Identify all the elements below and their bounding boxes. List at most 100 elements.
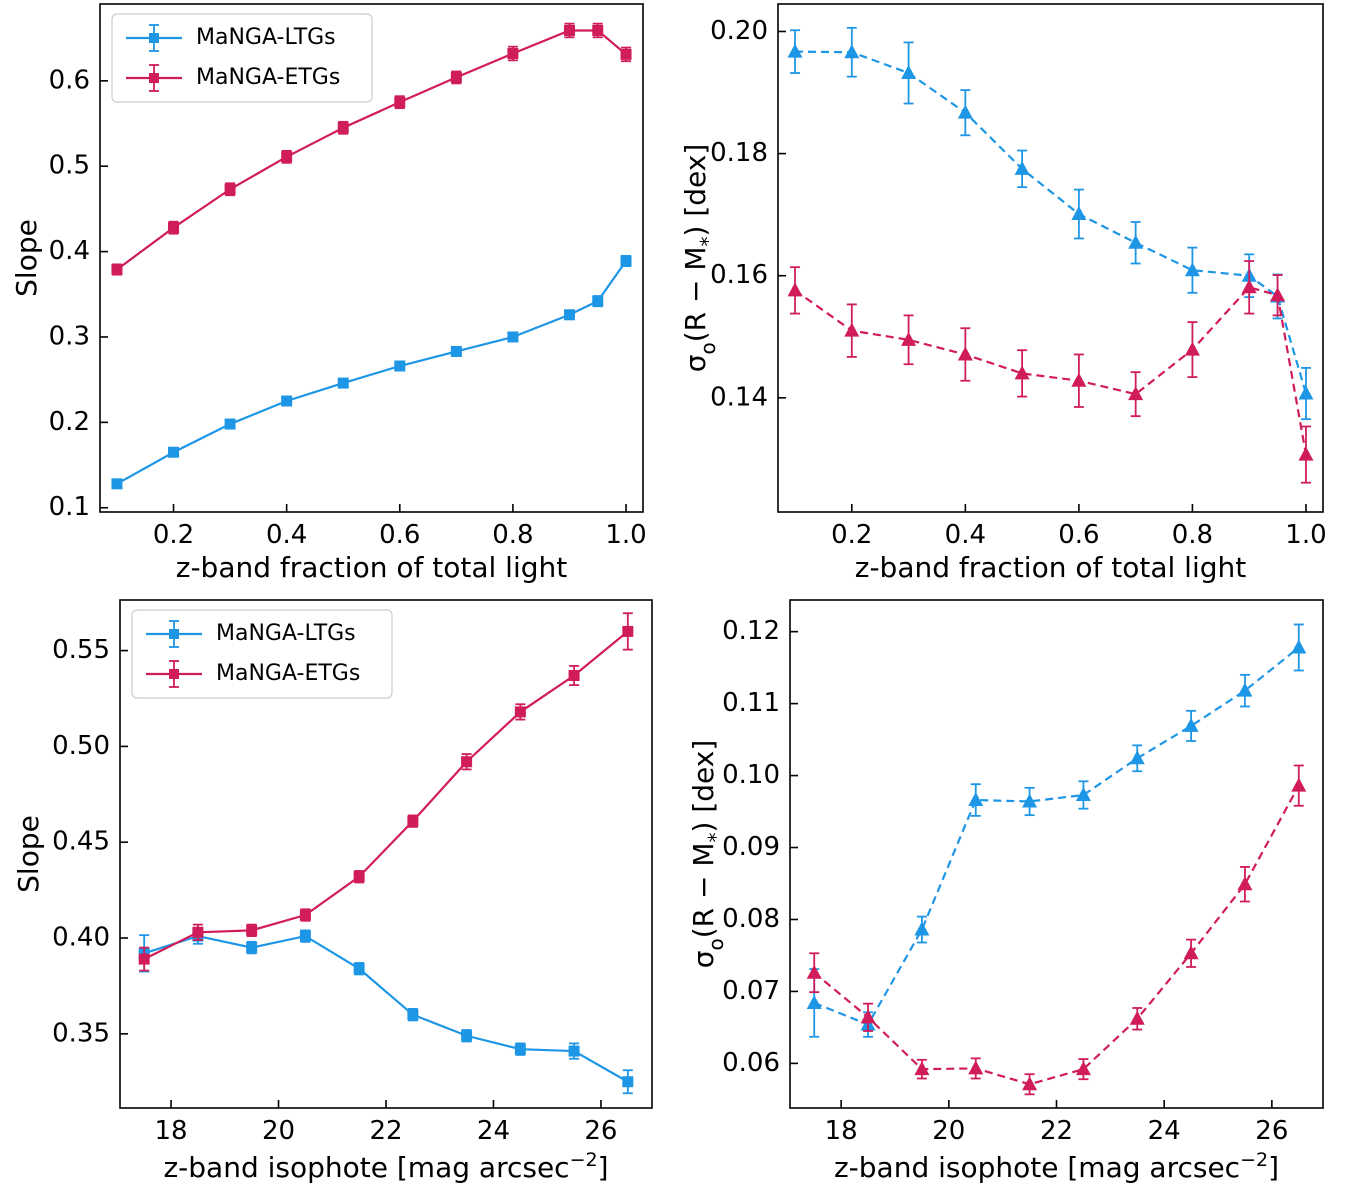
x-tick-label: 22 xyxy=(369,1116,402,1146)
data-point xyxy=(1129,750,1145,765)
data-point xyxy=(1184,262,1200,277)
data-point xyxy=(568,1045,580,1057)
y-tick-label: 0.55 xyxy=(52,635,110,665)
y-tick-label: 0.18 xyxy=(710,138,768,168)
data-point xyxy=(1237,876,1253,891)
data-point xyxy=(592,24,604,36)
data-point xyxy=(568,670,580,682)
x-tick-label: 0.8 xyxy=(1172,520,1213,550)
data-point xyxy=(1241,279,1257,294)
x-tick-label: 20 xyxy=(932,1116,965,1146)
y-tick-label: 0.08 xyxy=(722,904,780,934)
plot-frame xyxy=(99,3,644,513)
y-tick-label: 0.16 xyxy=(710,260,768,290)
data-point xyxy=(394,360,406,372)
legend-marker xyxy=(169,629,179,639)
data-point xyxy=(281,151,293,163)
series-manga-ltgs xyxy=(138,927,634,1095)
y-axis-label: σo(R − M*) [dex] xyxy=(679,144,720,373)
data-point xyxy=(1237,682,1253,697)
data-point xyxy=(1022,1076,1038,1091)
y-axis-label: Slope xyxy=(10,219,43,297)
legend-label: MaNGA-ETGs xyxy=(216,661,360,686)
y-tick-label: 0.3 xyxy=(49,321,90,351)
data-point xyxy=(168,222,180,234)
data-point xyxy=(1291,639,1307,654)
y-axis-label: Slope xyxy=(12,815,45,893)
data-point xyxy=(507,48,519,60)
data-point xyxy=(299,909,311,921)
data-point xyxy=(1075,1061,1091,1076)
data-point xyxy=(957,346,973,361)
data-point xyxy=(514,1043,526,1055)
data-point xyxy=(1014,160,1030,175)
data-point xyxy=(111,478,123,490)
data-point xyxy=(806,964,822,979)
data-point xyxy=(901,331,917,346)
legend-item: MaNGA-ETGs xyxy=(146,660,360,688)
data-point xyxy=(787,282,803,297)
data-point xyxy=(353,963,365,975)
x-tick-label: 1.0 xyxy=(1285,520,1326,550)
legend-marker xyxy=(149,33,159,43)
data-point xyxy=(407,1009,419,1021)
data-point xyxy=(461,756,473,768)
plot-frame xyxy=(119,599,653,1109)
x-tick-label: 0.4 xyxy=(266,520,307,550)
data-point xyxy=(461,1030,473,1042)
data-point xyxy=(192,926,204,938)
legend-marker xyxy=(169,669,179,679)
y-tick-label: 0.14 xyxy=(710,382,768,412)
data-point xyxy=(620,255,632,267)
x-axis-label: z-band isophote [mag arcsec−2] xyxy=(834,1149,1279,1184)
x-tick-label: 20 xyxy=(262,1116,295,1146)
data-point xyxy=(514,706,526,718)
x-tick-label: 24 xyxy=(1148,1116,1181,1146)
data-point xyxy=(968,1060,984,1075)
x-axis-label: z-band fraction of total light xyxy=(855,551,1247,584)
legend-item: MaNGA-LTGs xyxy=(126,24,336,52)
x-tick-label: 0.8 xyxy=(492,520,533,550)
data-point xyxy=(111,264,123,276)
y-tick-label: 0.2 xyxy=(49,407,90,437)
data-point xyxy=(968,792,984,807)
x-axis-label: z-band isophote [mag arcsec−2] xyxy=(163,1149,608,1184)
data-point xyxy=(806,994,822,1009)
x-tick-label: 1.0 xyxy=(605,520,646,550)
data-point xyxy=(787,43,803,58)
y-tick-label: 0.5 xyxy=(49,151,90,181)
x-tick-label: 24 xyxy=(477,1116,510,1146)
y-tick-label: 0.12 xyxy=(722,616,780,646)
data-point xyxy=(138,953,150,965)
series-manga-ltgs xyxy=(111,254,632,490)
data-point xyxy=(1014,365,1030,380)
y-tick-label: 0.06 xyxy=(722,1048,780,1078)
x-tick-label: 0.4 xyxy=(945,520,986,550)
series-line xyxy=(116,260,627,485)
series-ltg xyxy=(806,623,1307,1038)
data-point xyxy=(592,295,604,307)
data-point xyxy=(246,942,258,954)
data-point xyxy=(914,1061,930,1076)
series-line xyxy=(813,785,1300,1086)
y-tick-label: 0.50 xyxy=(52,731,110,761)
data-point xyxy=(844,322,860,337)
legend-label: MaNGA-ETGs xyxy=(196,65,340,90)
x-tick-label: 26 xyxy=(584,1116,617,1146)
data-point xyxy=(1270,287,1286,302)
data-point xyxy=(224,183,236,195)
plot-frame xyxy=(777,3,1324,513)
x-tick-label: 18 xyxy=(155,1116,188,1146)
data-point xyxy=(1298,385,1314,400)
data-point xyxy=(914,921,930,936)
legend: MaNGA-LTGs MaNGA-ETGs xyxy=(111,13,373,103)
data-point xyxy=(407,815,419,827)
panel-top-left: 0.2 0.4 0.6 0.8 1.00.10.20.30.40.50.6z-band … xyxy=(10,3,647,584)
data-point xyxy=(337,377,349,389)
y-tick-label: 0.11 xyxy=(722,688,780,718)
x-axis-label: z-band fraction of total light xyxy=(176,551,568,584)
x-tick-label: 0.2 xyxy=(153,520,194,550)
y-tick-label: 0.10 xyxy=(722,760,780,790)
legend-item: MaNGA-ETGs xyxy=(126,64,340,92)
data-point xyxy=(1183,717,1199,732)
